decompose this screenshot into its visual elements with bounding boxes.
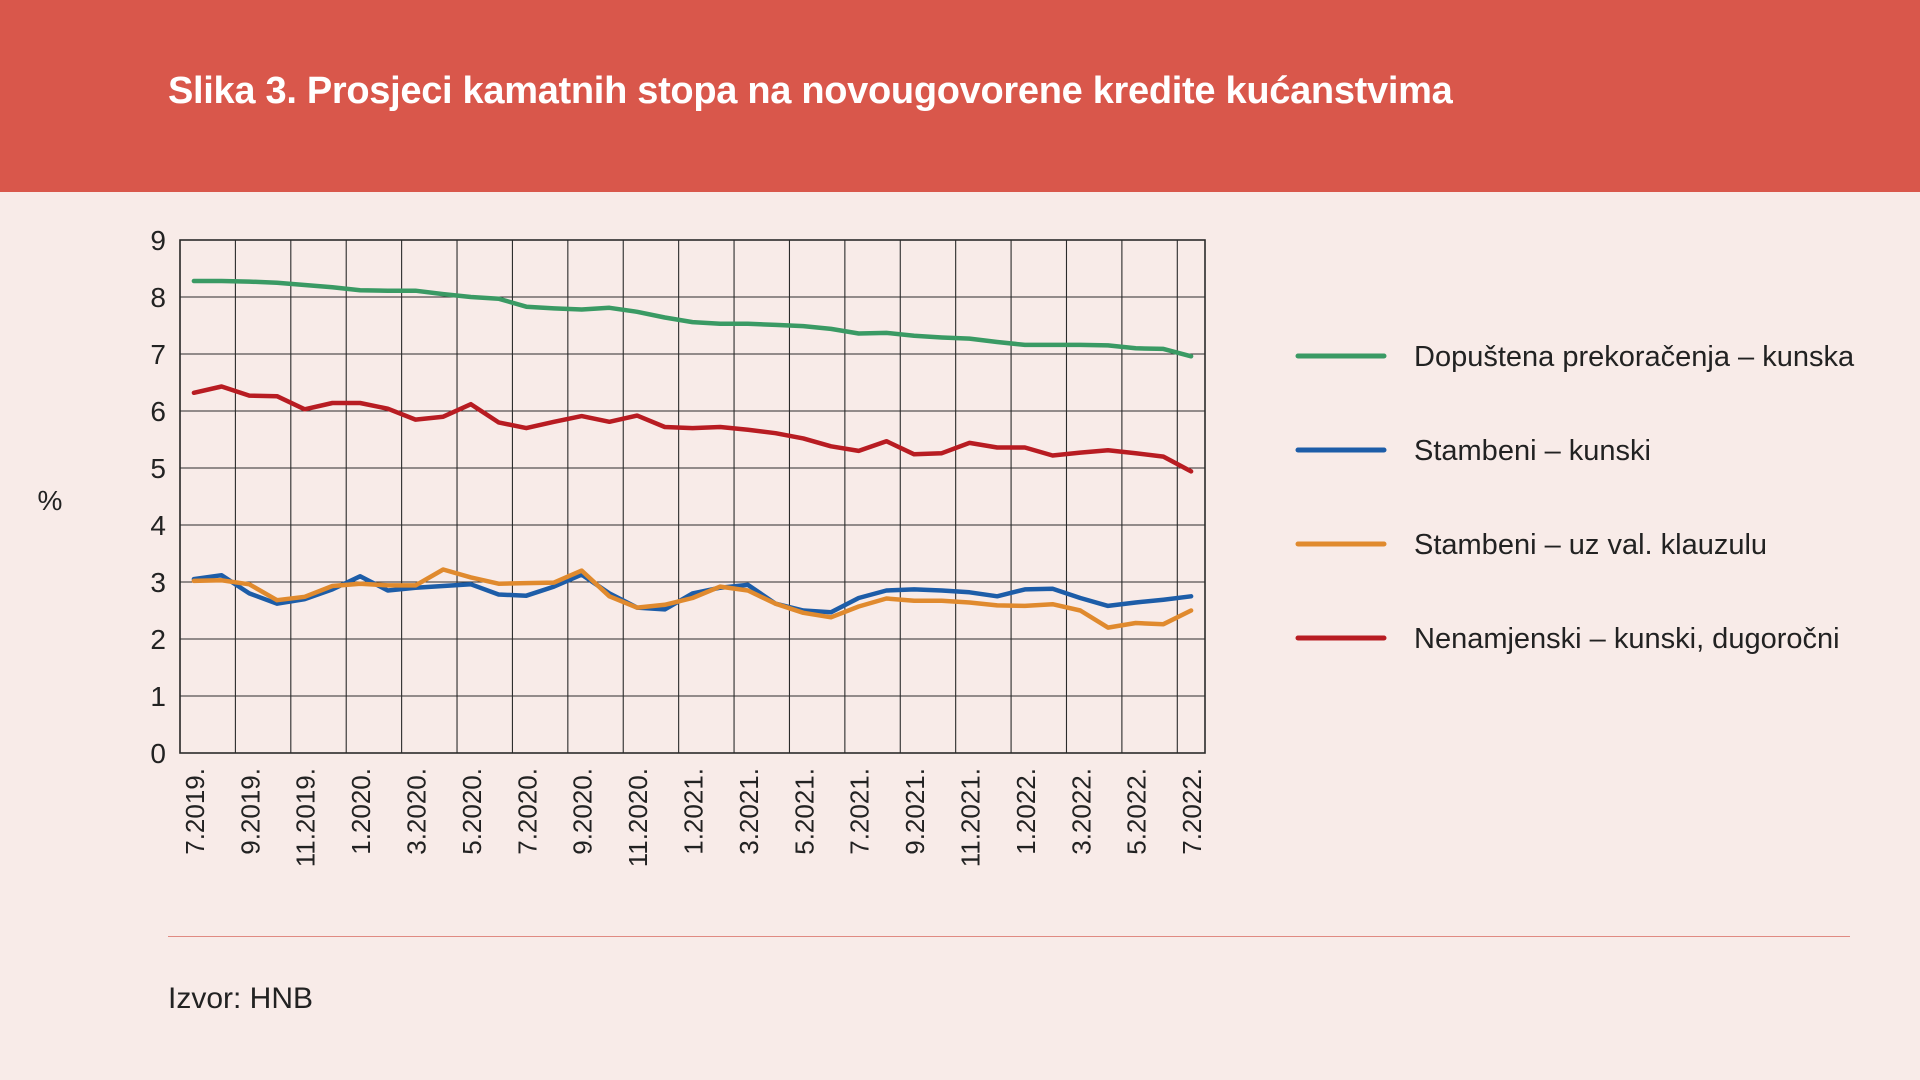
x-tick-label: 7.2019.: [180, 768, 210, 855]
x-tick-label: 9.2020.: [568, 768, 598, 855]
x-tick-label: 5.2020.: [457, 768, 487, 855]
y-tick-label: 4: [150, 510, 166, 541]
x-tick-label: 11.2019.: [291, 768, 321, 867]
x-tick-label: 7.2020.: [512, 768, 542, 855]
legend-label: Stambeni – kunski: [1414, 435, 1651, 467]
series-line-2: [191, 572, 1194, 615]
plot-frame: [179, 239, 1206, 754]
title-banner: [0, 0, 1920, 192]
x-tick-label: 11.2021.: [956, 768, 986, 867]
source-note: Izvor: HNB: [168, 982, 314, 1015]
legend-label: Stambeni – uz val. klauzulu: [1414, 529, 1767, 561]
y-axis-label: %: [38, 485, 63, 516]
x-tick-label: 1.2021.: [679, 768, 709, 855]
y-tick-label: 1: [150, 681, 166, 712]
x-tick-label: 11.2020.: [623, 768, 653, 867]
x-tick-label: 9.2019.: [235, 768, 265, 855]
x-tick-label: 3.2022.: [1066, 768, 1096, 855]
y-tick-label: 5: [150, 453, 166, 484]
x-tick-label: 1.2022.: [1011, 768, 1041, 855]
legend-label: Dopuštena prekoračenja – kunska: [1414, 341, 1855, 373]
source-divider: [168, 936, 1850, 937]
y-tick-label: 8: [150, 282, 166, 313]
y-tick-label: 3: [150, 567, 166, 598]
x-tick-label: 7.2021.: [845, 768, 875, 855]
x-tick-label: 5.2021.: [789, 768, 819, 855]
series-line-3: [191, 567, 1194, 630]
legend-label: Nenamjenski – kunski, dugoročni: [1414, 623, 1840, 655]
series-line-4: [191, 384, 1194, 474]
y-tick-label: 7: [150, 339, 166, 370]
x-tick-label: 9.2021.: [900, 768, 930, 855]
x-tick-label: 7.2022.: [1177, 768, 1207, 855]
x-tick-label: 5.2022.: [1122, 768, 1152, 855]
chart-title: Slika 3. Prosjeci kamatnih stopa na novo…: [168, 70, 1453, 112]
series-line-1: [191, 278, 1194, 359]
y-tick-label: 6: [150, 396, 166, 427]
x-tick-label: 3.2021.: [734, 768, 764, 855]
y-tick-label: 2: [150, 624, 166, 655]
y-tick-label: 9: [150, 225, 166, 256]
y-tick-label: 0: [150, 738, 166, 769]
x-tick-label: 1.2020.: [346, 768, 376, 855]
plot-area: [180, 240, 1205, 753]
x-tick-label: 3.2020.: [401, 768, 431, 855]
